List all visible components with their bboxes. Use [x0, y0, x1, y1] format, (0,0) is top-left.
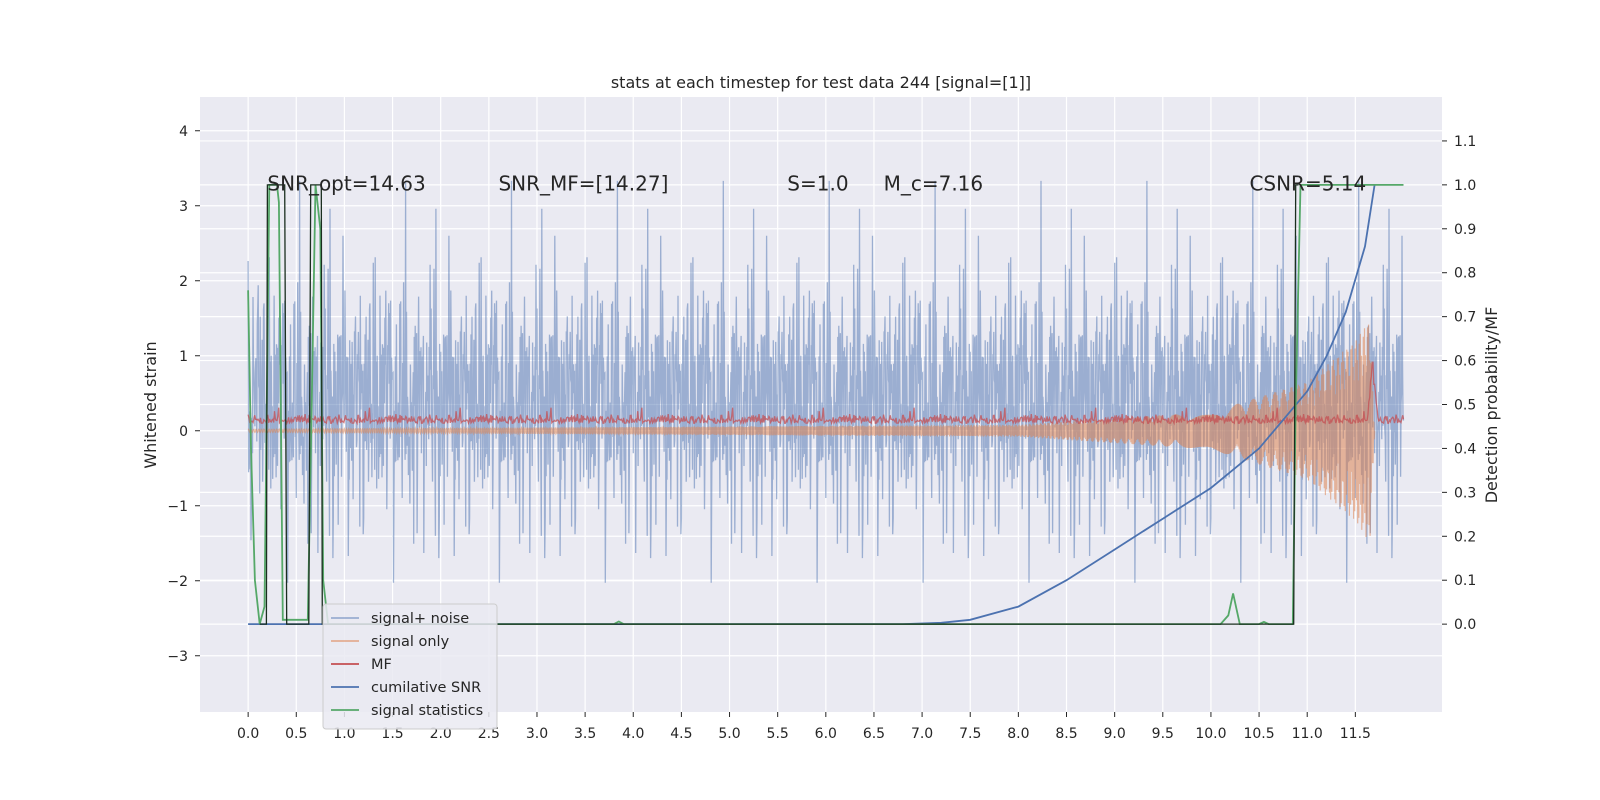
- x-tick-label: 0.5: [285, 726, 307, 742]
- chart-title: stats at each timestep for test data 244…: [611, 73, 1031, 92]
- y-tick-label: −2: [167, 574, 188, 590]
- y-right-tick-label: 0.7: [1454, 310, 1476, 326]
- annotations: SNR_opt=14.63 SNR_MF=[14.27] S=1.0 M_c=7.16…: [267, 171, 1366, 195]
- y-axis-right-label: Detection probability/MF: [1482, 307, 1501, 504]
- x-tick-label: 3.5: [574, 726, 596, 742]
- x-tick-label: 6.0: [815, 726, 837, 742]
- x-tick-label: 10.5: [1243, 726, 1274, 742]
- series-signal-noise: [247, 180, 1405, 583]
- x-tick-label: 1.0: [333, 726, 355, 742]
- x-tick-label: 6.5: [863, 726, 885, 742]
- annotation: M_c=7.16: [884, 171, 984, 195]
- y-right-tick-label: 0.5: [1454, 398, 1476, 414]
- y-right-tick-label: 1.0: [1454, 178, 1476, 194]
- x-tick-label: 5.0: [718, 726, 740, 742]
- y-tick-label: 4: [179, 124, 188, 140]
- x-axis: 0.0 0.5 1.0 1.5 2.0 2.5 3.0 3.5 4.0 4.5 5.0 5.5 6.0 6…: [237, 712, 1371, 742]
- y-tick-label: −1: [167, 499, 188, 515]
- x-tick-label: 7.0: [911, 726, 933, 742]
- annotation: SNR_opt=14.63: [267, 171, 425, 195]
- y-axis-right: 0.0 0.1 0.2 0.3 0.4 0.5 0.6 0.7 0.8 0.9 1.0 1.1: [1442, 134, 1476, 633]
- y-axis-left-label: Whitened strain: [141, 341, 160, 468]
- series-mf: [247, 361, 1405, 426]
- x-tick-label: 0.0: [237, 726, 259, 742]
- y-right-tick-label: 0.8: [1454, 266, 1476, 282]
- legend-entry: signal statistics: [371, 703, 483, 719]
- y-right-tick-label: 0.1: [1454, 573, 1476, 589]
- y-right-tick-label: 0.2: [1454, 529, 1476, 545]
- x-tick-label: 11.5: [1340, 726, 1371, 742]
- x-tick-label: 3.0: [526, 726, 548, 742]
- x-tick-label: 2.5: [478, 726, 500, 742]
- legend-entry: signal+ noise: [371, 611, 469, 627]
- x-tick-label: 4.5: [670, 726, 692, 742]
- legend-box: [322, 603, 498, 730]
- y-right-tick-label: 0.9: [1454, 222, 1476, 238]
- legend: signal+ noise signal only MF cumilative SNR…: [322, 603, 498, 730]
- y-tick-label: 3: [179, 199, 188, 215]
- annotation: CSNR=5.14: [1249, 171, 1366, 195]
- x-tick-label: 1.5: [381, 726, 403, 742]
- legend-entry: signal only: [371, 634, 450, 650]
- y-right-tick-label: 1.1: [1454, 134, 1476, 150]
- y-axis-left: −3 −2 −1 0 1 2 3 4: [167, 124, 200, 665]
- y-tick-label: 1: [179, 349, 188, 365]
- x-tick-label: 10.0: [1195, 726, 1226, 742]
- x-tick-label: 8.5: [1055, 726, 1077, 742]
- x-tick-label: 8.0: [1007, 726, 1029, 742]
- annotation: SNR_MF=[14.27]: [498, 171, 668, 195]
- x-tick-label: 7.5: [959, 726, 981, 742]
- y-tick-label: 2: [179, 274, 188, 290]
- series-threshold-steps: [259, 184, 1299, 625]
- x-tick-label: 11.0: [1292, 726, 1323, 742]
- x-tick-label: 4.0: [622, 726, 644, 742]
- y-right-tick-label: 0.4: [1454, 441, 1476, 457]
- series-cumilative-snr: [248, 184, 1376, 625]
- annotation: S=1.0: [787, 171, 848, 195]
- y-tick-label: 0: [179, 424, 188, 440]
- y-right-tick-label: 0.0: [1454, 617, 1476, 633]
- legend-entry: MF: [371, 657, 392, 673]
- legend-entry: cumilative SNR: [371, 680, 481, 696]
- y-right-tick-label: 0.3: [1454, 485, 1476, 501]
- y-right-tick-label: 0.6: [1454, 354, 1476, 370]
- x-tick-label: 2.0: [430, 726, 452, 742]
- x-tick-label: 9.0: [1104, 726, 1126, 742]
- x-tick-label: 5.5: [767, 726, 789, 742]
- x-tick-label: 9.5: [1152, 726, 1174, 742]
- y-tick-label: −3: [167, 649, 188, 665]
